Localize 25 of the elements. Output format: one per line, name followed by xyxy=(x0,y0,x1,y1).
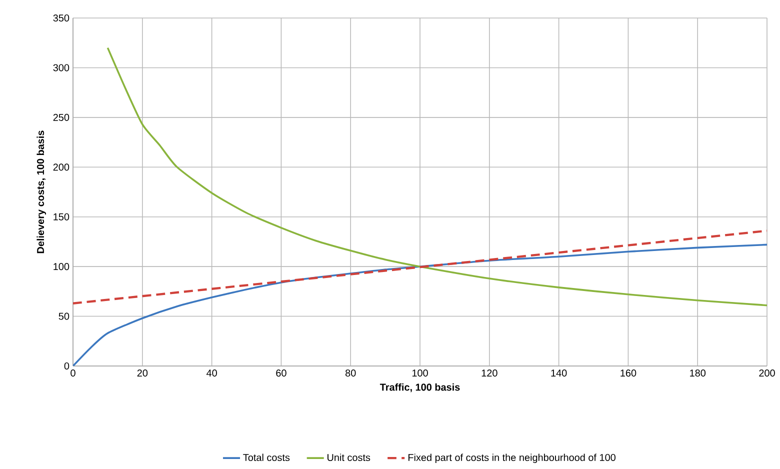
x-tick-label: 80 xyxy=(346,370,356,377)
y-tick-label: 0 xyxy=(64,362,70,370)
y-tick-label: 300 xyxy=(53,64,70,72)
x-tick-label: 20 xyxy=(137,370,148,377)
x-tick-label: 160 xyxy=(620,370,636,377)
x-axis-title: Traffic, 100 basis xyxy=(380,383,460,392)
x-tick-label: 180 xyxy=(690,370,706,377)
x-tick-label: 60 xyxy=(276,370,286,377)
x-tick-label: 200 xyxy=(759,370,775,377)
x-tick-label: 140 xyxy=(551,370,567,377)
x-tick-label: 100 xyxy=(412,370,428,377)
y-tick-label: 350 xyxy=(53,14,70,22)
y-tick-label: 200 xyxy=(53,164,70,171)
y-tick-label: 250 xyxy=(53,114,70,121)
y-axis-title: Delievery costs, 100 basis xyxy=(36,130,46,254)
x-tick-label: 0 xyxy=(70,370,76,377)
legend-label: Total costs xyxy=(243,454,290,462)
y-tick-label: 150 xyxy=(54,213,70,220)
legend-label: Fixed part of costs in the neighbourhood of 100 xyxy=(408,454,616,463)
legend-label: Unit costs xyxy=(328,454,370,462)
y-tick-label: 50 xyxy=(58,312,70,320)
line-series xyxy=(106,46,768,306)
y-tick-label: 100 xyxy=(54,263,70,270)
x-tick-label: 120 xyxy=(482,370,498,377)
x-tick-label: 40 xyxy=(206,370,217,377)
